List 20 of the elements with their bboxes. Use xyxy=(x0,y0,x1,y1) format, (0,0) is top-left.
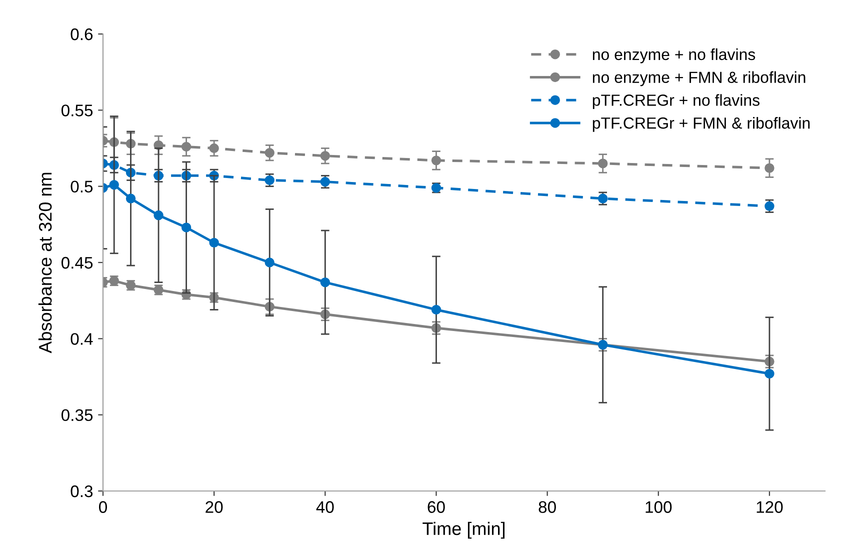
x-tick-label: 80 xyxy=(538,501,556,513)
x-tick-label: 20 xyxy=(206,501,223,513)
y-axis-title: Absorbance at 320 nm xyxy=(38,172,52,354)
legend-label: pTF.CREGr + no flavins xyxy=(592,94,760,110)
y-tick-label: 0.35 xyxy=(61,409,93,422)
x-tick-label: 40 xyxy=(316,501,334,513)
x-tick-label: 0 xyxy=(99,501,107,513)
x-axis-title: Time [min] xyxy=(422,522,505,539)
y-tick-label: 0.55 xyxy=(61,104,93,116)
legend-label: pTF.CREGr + FMN & riboflavin xyxy=(592,117,810,132)
legend-label: no enzyme + FMN & riboflavin xyxy=(592,71,806,86)
y-tick-label: 0.3 xyxy=(70,485,93,498)
legend-label: no enzyme + no flavins xyxy=(592,48,756,64)
x-tick-label: 120 xyxy=(756,501,783,513)
y-tick-label: 0.6 xyxy=(70,28,93,40)
x-tick-label: 100 xyxy=(646,501,672,513)
y-tick-label: 0.45 xyxy=(61,256,93,269)
y-tick-label: 0.5 xyxy=(70,180,93,193)
y-tick-label: 0.4 xyxy=(70,333,93,345)
x-tick-label: 60 xyxy=(428,501,445,513)
